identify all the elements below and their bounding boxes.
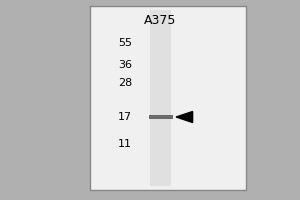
Text: 28: 28 <box>118 78 132 88</box>
Text: 17: 17 <box>118 112 132 122</box>
Bar <box>150 10 171 186</box>
Bar <box>90 6 246 190</box>
Bar <box>148 115 172 119</box>
Polygon shape <box>176 112 193 122</box>
Text: 36: 36 <box>118 60 132 70</box>
Text: 11: 11 <box>118 139 132 149</box>
Text: 55: 55 <box>118 38 132 48</box>
Text: A375: A375 <box>144 14 177 27</box>
